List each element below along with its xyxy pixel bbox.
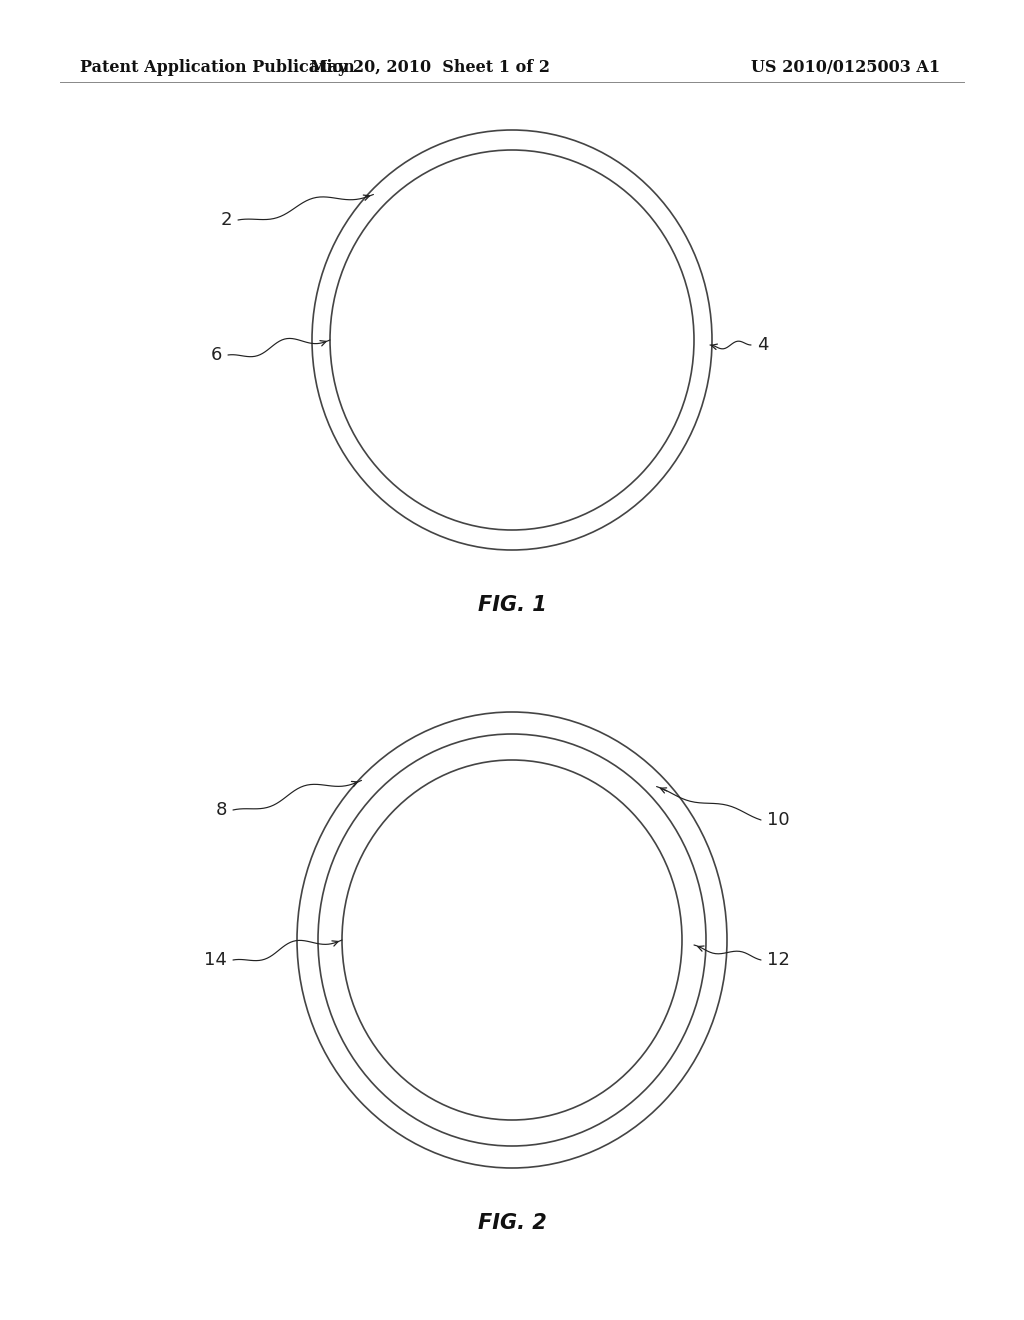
Text: FIG. 1: FIG. 1	[477, 595, 547, 615]
Text: 14: 14	[204, 950, 227, 969]
Text: US 2010/0125003 A1: US 2010/0125003 A1	[751, 59, 940, 77]
Text: 12: 12	[767, 950, 790, 969]
Text: FIG. 2: FIG. 2	[477, 1213, 547, 1233]
Text: 10: 10	[767, 810, 790, 829]
Text: 2: 2	[220, 211, 232, 228]
Text: 8: 8	[216, 801, 227, 818]
Text: Patent Application Publication: Patent Application Publication	[80, 59, 354, 77]
Text: May 20, 2010  Sheet 1 of 2: May 20, 2010 Sheet 1 of 2	[310, 59, 550, 77]
Text: 4: 4	[757, 337, 768, 354]
Text: 6: 6	[211, 346, 222, 364]
